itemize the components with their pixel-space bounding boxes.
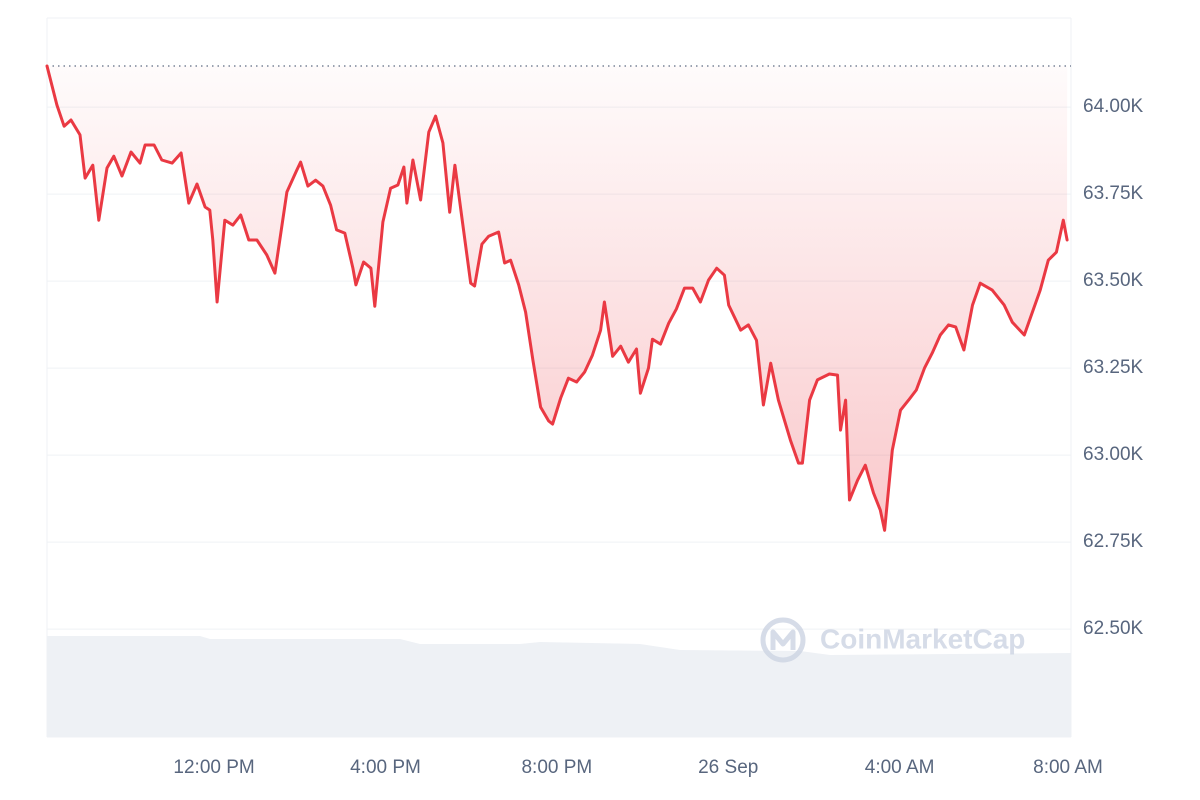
y-tick-label: 63.25K <box>1083 357 1144 378</box>
price-line <box>45 64 1069 532</box>
y-tick-label: 62.50K <box>1083 618 1144 639</box>
watermark-logo <box>760 617 806 663</box>
y-tick-label: 63.00K <box>1083 444 1144 465</box>
y-tick-label: 62.75K <box>1083 531 1144 552</box>
watermark: CoinMarketCap <box>760 617 1025 663</box>
y-tick-label: 63.75K <box>1083 183 1144 204</box>
volume-area <box>47 636 1071 737</box>
x-tick-label: 8:00 AM <box>1033 757 1103 778</box>
y-tick-label: 63.50K <box>1083 270 1144 291</box>
label-layer: 64.00K 63.75K 63.50K 63.25K 63.00K 62.75K 62.5… <box>173 96 1143 778</box>
x-tick-label: 12:00 PM <box>173 757 254 778</box>
watermark-text: CoinMarketCap <box>820 623 1025 654</box>
data-layer <box>45 64 1071 532</box>
price-area <box>47 66 1068 531</box>
y-tick-label: 64.00K <box>1083 96 1144 117</box>
x-tick-label: 4:00 AM <box>865 757 935 778</box>
x-tick-label: 4:00 PM <box>350 757 421 778</box>
watermark-logo-mark <box>770 629 796 650</box>
x-tick-label: 26 Sep <box>698 757 758 778</box>
x-tick-label: 8:00 PM <box>521 757 592 778</box>
